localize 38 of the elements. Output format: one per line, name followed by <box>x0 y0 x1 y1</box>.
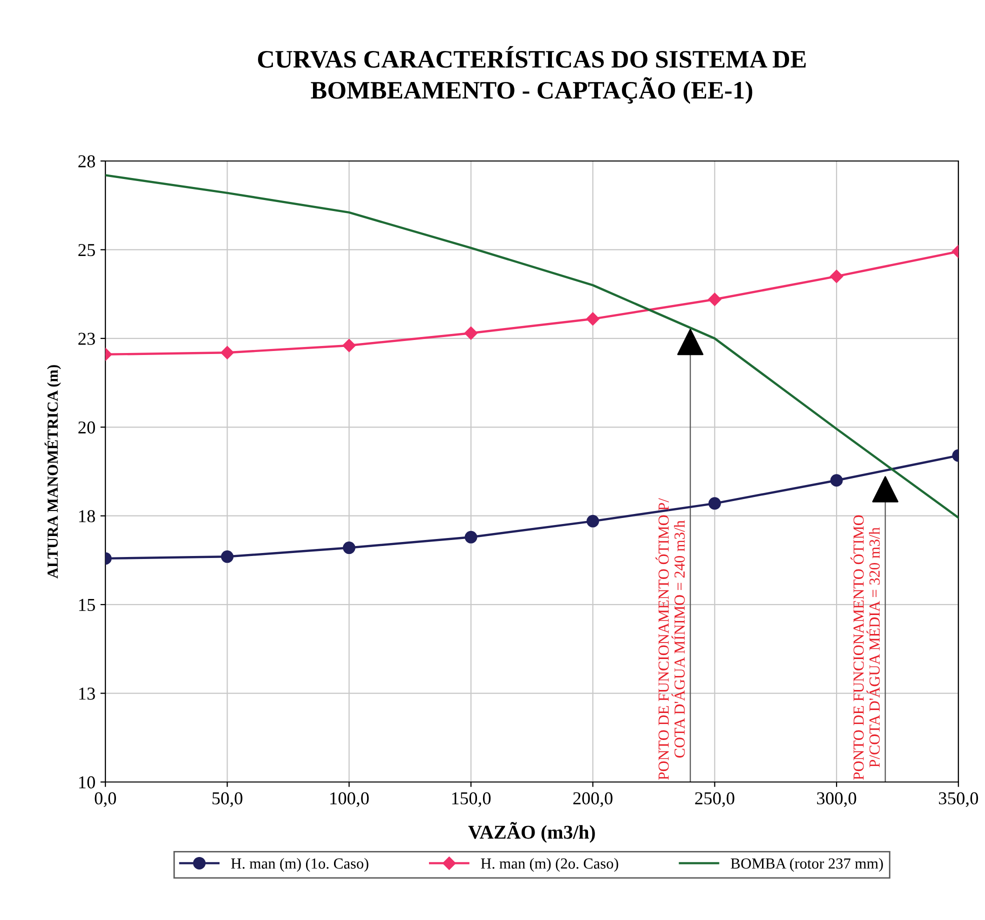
x-tick-label: 300,0 <box>817 792 856 808</box>
point <box>342 338 356 352</box>
y-tick-label: 28 <box>78 155 95 168</box>
point <box>464 530 478 544</box>
point <box>830 270 844 283</box>
x-tick-label: 350,0 <box>938 792 978 808</box>
legend-label: H. man (m) (2o. Caso) <box>480 858 618 872</box>
point <box>221 550 234 563</box>
point <box>342 542 356 554</box>
x-tick-label: 50,0 <box>212 792 242 808</box>
chart-title: CURVAS CARACTERÍSTICAS DO SISTEMA DE BOMBEAMENTO - CAPTAÇÃO (EE-1) <box>258 46 806 104</box>
y-tick-label: 25 <box>78 244 95 256</box>
ref-line-label: PONTO DE FUNCIONAMENTO ÓTIMO P/ COTA D'ÁGUA MÍNIMO = 240 m3/h <box>656 498 685 780</box>
x-tick-label: 150,0 <box>452 792 491 808</box>
point <box>464 326 478 340</box>
point <box>872 476 898 502</box>
point <box>708 292 722 306</box>
y-axis-title: ALTURA MANOMÉTRICA (m) <box>44 365 61 578</box>
x-tick-label: 200,0 <box>573 792 612 808</box>
y-tick-label: 23 <box>78 332 95 345</box>
y-tick-label: 15 <box>79 598 95 612</box>
x-tick-label: 100,0 <box>330 792 369 808</box>
point <box>220 346 234 360</box>
point <box>677 328 704 356</box>
y-tick-label: 13 <box>79 688 95 700</box>
legend-label: H. man (m) (1o. Caso) <box>231 858 368 872</box>
point <box>830 474 843 487</box>
x-tick-label: 250,0 <box>695 792 734 808</box>
y-tick-label: 10 <box>79 776 95 788</box>
ref-line-label: PONTO DE FUNCIONAMENTO ÓTIMO P/COTA D'ÁGUA MÉDIA = 320 m3/h <box>850 515 880 780</box>
legend-label: BOMBA (rotor 237 mm) <box>730 858 883 872</box>
x-axis-title: VAZÃO (m3/h) <box>468 822 595 843</box>
point <box>586 514 600 528</box>
point <box>708 497 721 510</box>
y-tick-label: 20 <box>78 421 95 434</box>
point <box>586 312 600 326</box>
y-tick-label: 18 <box>79 510 95 522</box>
x-tick-label: 0,0 <box>94 792 116 808</box>
